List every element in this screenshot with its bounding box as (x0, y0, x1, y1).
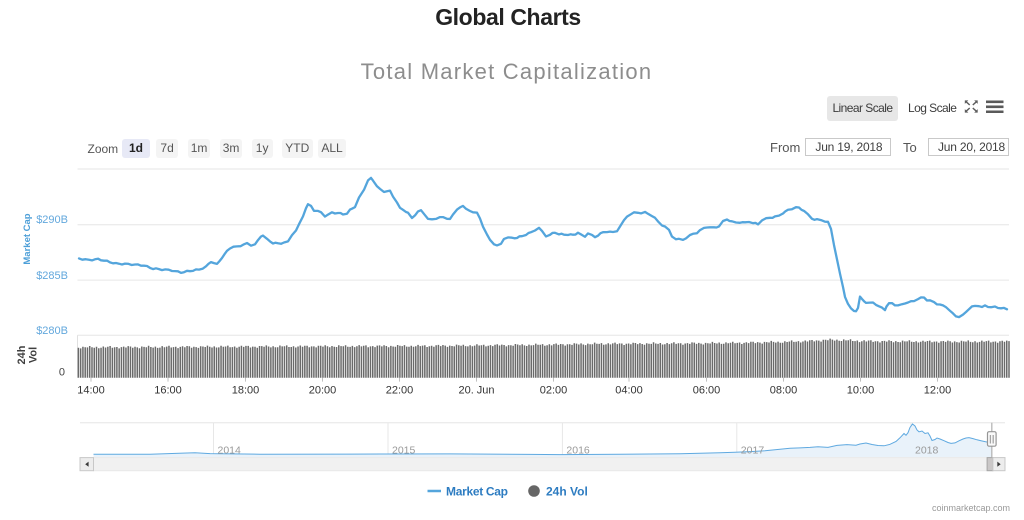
svg-text:06:00: 06:00 (693, 385, 721, 397)
svg-text:12:00: 12:00 (924, 385, 952, 397)
svg-text:24h: 24h (16, 345, 28, 364)
svg-text:0: 0 (59, 366, 65, 378)
svg-text:2017: 2017 (741, 445, 765, 457)
svg-text:14:00: 14:00 (77, 385, 105, 397)
svg-text:2016: 2016 (566, 445, 590, 457)
svg-text:2018: 2018 (915, 445, 939, 457)
svg-text:22:00: 22:00 (386, 385, 414, 397)
svg-text:$290B: $290B (36, 214, 68, 226)
svg-text:08:00: 08:00 (770, 385, 798, 397)
svg-text:10:00: 10:00 (847, 385, 875, 397)
svg-text:04:00: 04:00 (615, 385, 643, 397)
svg-text:coinmarketcap.com: coinmarketcap.com (932, 503, 1010, 513)
svg-text:Vol: Vol (28, 347, 40, 363)
svg-text:$280B: $280B (36, 325, 68, 337)
svg-text:24h Vol: 24h Vol (546, 485, 588, 499)
svg-text:20:00: 20:00 (309, 385, 337, 397)
svg-text:18:00: 18:00 (232, 385, 260, 397)
svg-text:2014: 2014 (218, 445, 242, 457)
svg-text:16:00: 16:00 (154, 385, 182, 397)
svg-text:$285B: $285B (36, 270, 68, 282)
svg-text:Market Cap: Market Cap (446, 485, 508, 499)
svg-text:02:00: 02:00 (540, 385, 568, 397)
svg-text:2015: 2015 (392, 445, 416, 457)
svg-text:20. Jun: 20. Jun (458, 385, 494, 397)
svg-text:Market Cap: Market Cap (22, 213, 33, 264)
